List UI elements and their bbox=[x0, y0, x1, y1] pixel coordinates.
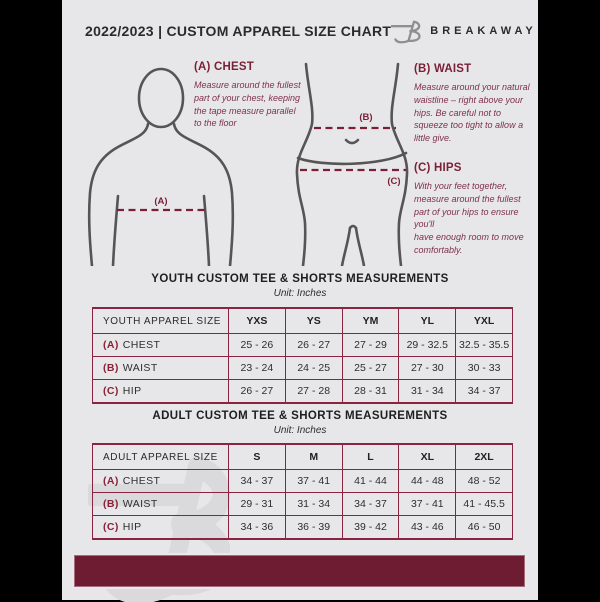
measurement-cell: 34 - 37 bbox=[455, 379, 513, 404]
waist-line-label: (B) bbox=[359, 112, 372, 123]
adult-header-label: ADULT APPAREL SIZE bbox=[92, 443, 229, 470]
row-label: (B) WAIST bbox=[92, 492, 229, 516]
row-prefix: (A) bbox=[103, 339, 119, 351]
measurement-cell: 31 - 34 bbox=[398, 379, 457, 404]
measurement-cell: 23 - 24 bbox=[228, 356, 286, 380]
page-title: 2022/2023 | CUSTOM APPAREL SIZE CHART bbox=[85, 23, 392, 39]
measurement-cell: 28 - 31 bbox=[341, 379, 400, 404]
brand-lockup: BREAKAWAY bbox=[391, 19, 537, 44]
row-label: (C) HIP bbox=[92, 379, 229, 404]
row-prefix: (A) bbox=[103, 475, 119, 487]
measurement-cell: 43 - 46 bbox=[398, 515, 457, 540]
youth-table-title: YOUTH CUSTOM TEE & SHORTS MEASUREMENTS bbox=[151, 273, 449, 285]
row-label: (C) HIP bbox=[92, 515, 229, 540]
measurement-cell: 27 - 29 bbox=[341, 333, 400, 357]
chest-line-label: (A) bbox=[154, 196, 167, 207]
adult-table-header-row: ADULT APPAREL SIZE S M L XL 2XL bbox=[92, 443, 513, 470]
adult-waist-row: (B) WAIST 29 - 31 31 - 34 34 - 37 37 - 41… bbox=[92, 492, 513, 516]
row-label-text: HIP bbox=[122, 385, 142, 397]
adult-size-col: M bbox=[284, 443, 343, 470]
youth-size-table: YOUTH APPAREL SIZE YXS YS YM YL YXL (A) C… bbox=[92, 307, 513, 404]
footer-accent-bar bbox=[72, 553, 527, 589]
measurement-cell: 26 - 27 bbox=[284, 333, 343, 357]
waist-guide: (B) WAIST Measure around your natural wa… bbox=[414, 63, 530, 145]
adult-size-col: 2XL bbox=[455, 443, 513, 470]
row-prefix: (B) bbox=[103, 498, 119, 510]
youth-size-col: YM bbox=[341, 307, 400, 334]
size-chart-page: 2022/2023 | CUSTOM APPAREL SIZE CHART BR… bbox=[62, 0, 538, 602]
row-label-text: CHEST bbox=[122, 339, 161, 351]
brand-name: BREAKAWAY bbox=[430, 25, 537, 37]
measurement-cell: 32.5 - 35.5 bbox=[455, 333, 513, 357]
youth-hip-row: (C) HIP 26 - 27 27 - 28 28 - 31 31 - 34 3… bbox=[92, 379, 513, 404]
measurement-cell: 37 - 41 bbox=[284, 469, 343, 493]
measurement-cell: 29 - 31 bbox=[228, 492, 286, 516]
measurement-cell: 25 - 27 bbox=[341, 356, 400, 380]
row-prefix: (B) bbox=[103, 362, 119, 374]
measurement-cell: 27 - 28 bbox=[284, 379, 343, 404]
measurement-cell: 39 - 42 bbox=[341, 515, 400, 540]
youth-header-label: YOUTH APPAREL SIZE bbox=[92, 307, 229, 334]
row-prefix: (C) bbox=[103, 521, 119, 533]
adult-size-table: ADULT APPAREL SIZE S M L XL 2XL (A) CHEST… bbox=[92, 443, 513, 540]
adult-hip-row: (C) HIP 34 - 36 36 - 39 39 - 42 43 - 46 4… bbox=[92, 515, 513, 540]
measurement-cell: 24 - 25 bbox=[284, 356, 343, 380]
measurement-cell: 37 - 41 bbox=[398, 492, 457, 516]
youth-chest-row: (A) CHEST 25 - 26 26 - 27 27 - 29 29 - 32… bbox=[92, 333, 513, 357]
youth-size-col: YS bbox=[284, 307, 343, 334]
chest-guide: (A) CHEST Measure around the fullest par… bbox=[194, 61, 304, 130]
hips-guide: (C) HIPS With your feet together, measur… bbox=[414, 162, 532, 257]
row-label: (A) CHEST bbox=[92, 469, 229, 493]
adult-table-title: ADULT CUSTOM TEE & SHORTS MEASUREMENTS bbox=[152, 410, 448, 422]
measurement-cell: 25 - 26 bbox=[228, 333, 286, 357]
adult-size-col: S bbox=[228, 443, 286, 470]
measurement-cell: 41 - 44 bbox=[341, 469, 400, 493]
youth-table-header-row: YOUTH APPAREL SIZE YXS YS YM YL YXL bbox=[92, 307, 513, 334]
adult-table-unit: Unit: Inches bbox=[273, 425, 327, 436]
measurement-cell: 36 - 39 bbox=[284, 515, 343, 540]
row-label: (B) WAIST bbox=[92, 356, 229, 380]
row-label-text: CHEST bbox=[122, 475, 161, 487]
waist-guide-heading: (B) WAIST bbox=[414, 63, 472, 75]
measurement-cell: 26 - 27 bbox=[228, 379, 286, 404]
youth-waist-row: (B) WAIST 23 - 24 24 - 25 25 - 27 27 - 30… bbox=[92, 356, 513, 380]
row-prefix: (C) bbox=[103, 385, 119, 397]
measurement-cell: 31 - 34 bbox=[284, 492, 343, 516]
measurement-cell: 34 - 36 bbox=[228, 515, 286, 540]
adult-size-col: L bbox=[341, 443, 400, 470]
measurement-cell: 48 - 52 bbox=[455, 469, 513, 493]
youth-size-col: YL bbox=[398, 307, 457, 334]
measurement-cell: 41 - 45.5 bbox=[455, 492, 513, 516]
youth-size-col: YXS bbox=[228, 307, 286, 334]
row-label-text: HIP bbox=[122, 521, 142, 533]
hips-guide-heading: (C) HIPS bbox=[414, 162, 462, 174]
chest-guide-text: Measure around the fullest part of your … bbox=[194, 80, 301, 129]
measurement-cell: 34 - 37 bbox=[228, 469, 286, 493]
row-label-text: WAIST bbox=[122, 498, 158, 510]
measurement-cell: 30 - 33 bbox=[455, 356, 513, 380]
youth-table-unit: Unit: Inches bbox=[273, 288, 327, 299]
measurement-cell: 44 - 48 bbox=[398, 469, 457, 493]
row-label-text: WAIST bbox=[122, 362, 158, 374]
measurement-cell: 46 - 50 bbox=[455, 515, 513, 540]
torso-diagram: (A) bbox=[87, 67, 235, 266]
lower-body-diagram: (B) (C) bbox=[295, 62, 409, 266]
header: 2022/2023 | CUSTOM APPAREL SIZE CHART BR… bbox=[85, 16, 533, 46]
youth-size-col: YXL bbox=[455, 307, 513, 334]
measurement-cell: 29 - 32.5 bbox=[398, 333, 457, 357]
hips-guide-text: With your feet together, measure around … bbox=[414, 181, 524, 255]
adult-size-col: XL bbox=[398, 443, 457, 470]
chest-guide-heading: (A) CHEST bbox=[194, 61, 254, 73]
waist-guide-text: Measure around your natural waistline – … bbox=[414, 82, 530, 144]
measurement-cell: 34 - 37 bbox=[341, 492, 400, 516]
adult-chest-row: (A) CHEST 34 - 37 37 - 41 41 - 44 44 - 48… bbox=[92, 469, 513, 493]
hip-line-label: (C) bbox=[387, 176, 400, 187]
measurement-cell: 27 - 30 bbox=[398, 356, 457, 380]
row-label: (A) CHEST bbox=[92, 333, 229, 357]
breakaway-logo-icon bbox=[391, 20, 421, 43]
